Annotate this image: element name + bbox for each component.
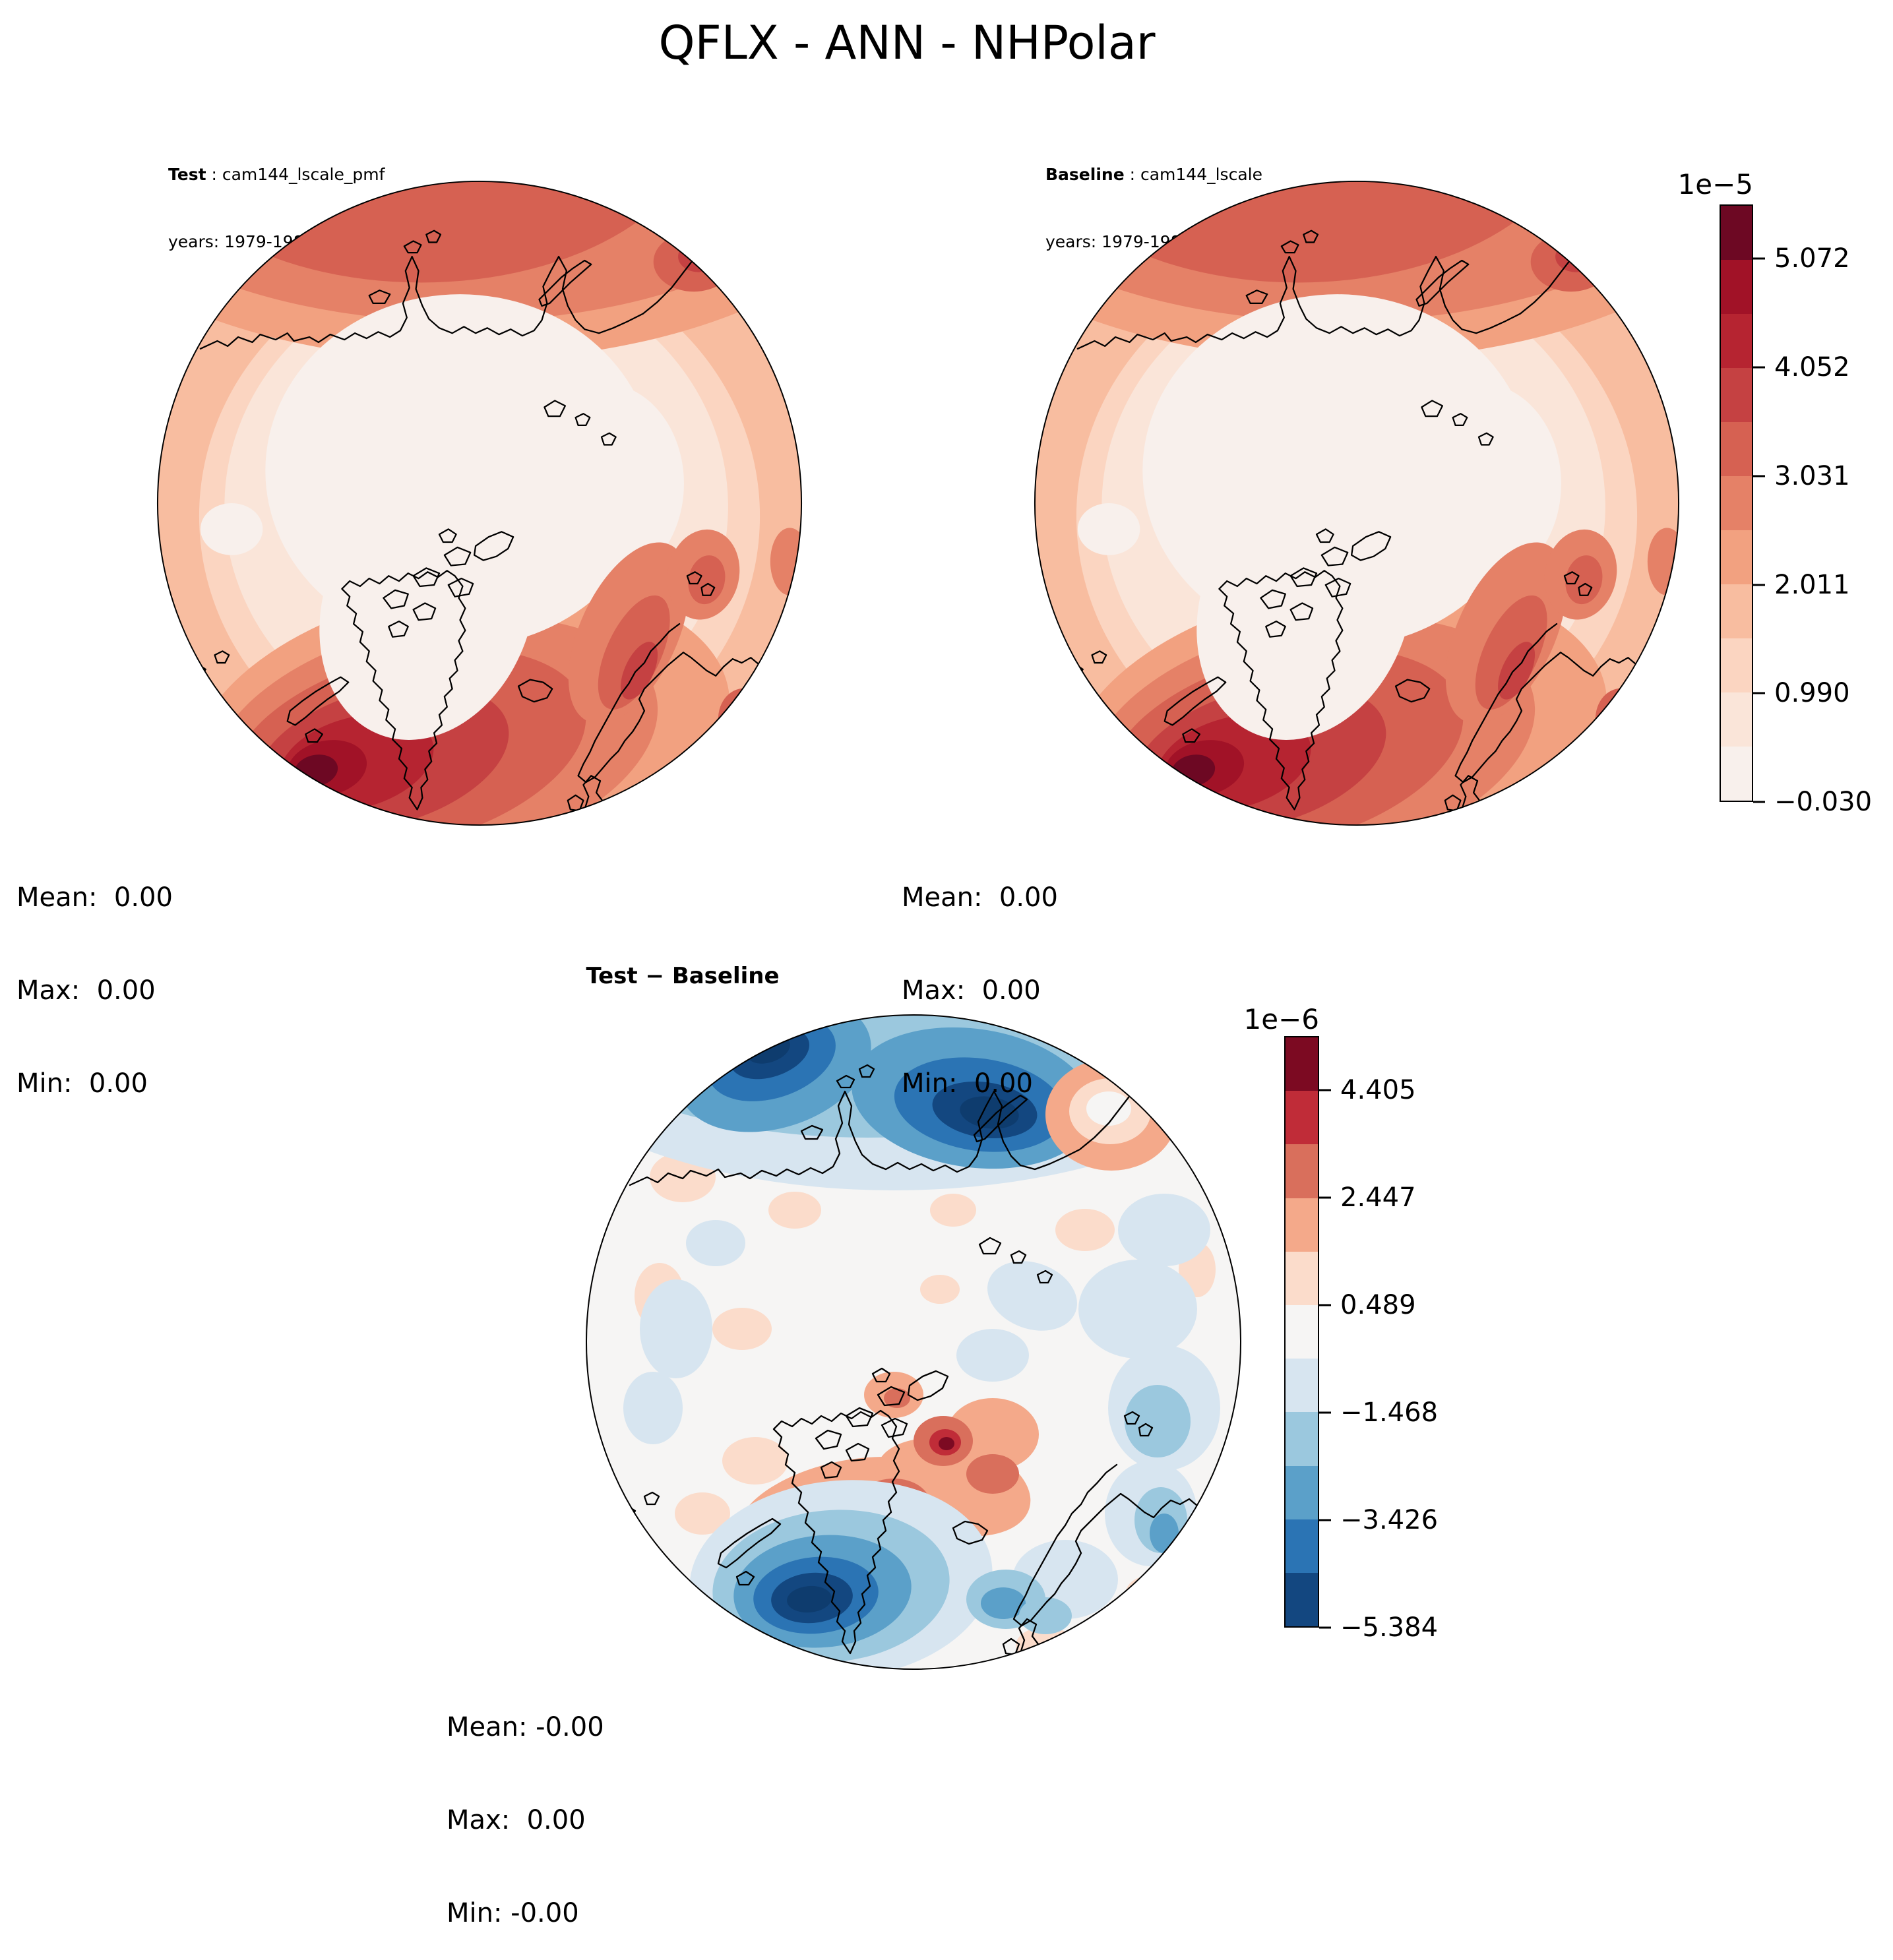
panel-label-test: Test : cam144_lscale_pmf years: 1979-198… — [168, 119, 385, 276]
panel-label-baseline-name: Baseline — [1045, 165, 1125, 184]
map-test — [155, 179, 804, 828]
colorbar-tick-mark — [1319, 1519, 1331, 1521]
colorbar-diff-bar — [1284, 1036, 1319, 1628]
colorbar-tick-label: −1.468 — [1340, 1397, 1439, 1428]
colorbar-segment — [1286, 1091, 1318, 1145]
colorbar-tick-mark — [1753, 692, 1765, 694]
colorbar-segment — [1721, 530, 1752, 584]
colorbar-tick-label: 2.011 — [1774, 569, 1850, 600]
colorbar-segment — [1721, 747, 1752, 801]
stats-baseline-max: Max: 0.00 — [902, 975, 1041, 1006]
stats-diff-mean: Mean: -0.00 — [447, 1712, 604, 1742]
stats-test-min: Min: 0.00 — [16, 1068, 148, 1099]
colorbar-main-scale-label: 1e−5 — [1677, 168, 1753, 200]
colorbar-tick-mark — [1319, 1626, 1331, 1629]
panel-label-test-name: Test — [168, 165, 206, 184]
colorbar-segment — [1286, 1251, 1318, 1305]
colorbar-main: 1e−5 5.072 4.052 3.031 2.011 0.990 −0.030 — [1678, 170, 1873, 816]
colorbar-segment — [1286, 1412, 1318, 1466]
panel-label-test-line1: Test : cam144_lscale_pmf — [168, 164, 385, 186]
colorbar-tick-mark — [1753, 257, 1765, 260]
stats-diff-min: Min: -0.00 — [447, 1898, 579, 1928]
panel-label-baseline-sim: : cam144_lscale — [1124, 165, 1262, 184]
colorbar-tick-mark — [1753, 801, 1765, 803]
colorbar-main-bar — [1720, 204, 1753, 802]
panel-label-test-sim: : cam144_lscale_pmf — [206, 165, 385, 184]
colorbar-segment — [1286, 1304, 1318, 1359]
colorbar-segment — [1286, 1465, 1318, 1519]
colorbar-tick-mark — [1319, 1411, 1331, 1414]
colorbar-tick-mark — [1753, 475, 1765, 477]
colorbar-main-ticks: 5.072 4.052 3.031 2.011 0.990 −0.030 — [1753, 204, 1893, 815]
colorbar-segment — [1286, 1037, 1318, 1091]
colorbar-segment — [1721, 206, 1752, 260]
stats-diff-max: Max: 0.00 — [447, 1805, 586, 1835]
colorbar-tick-mark — [1753, 584, 1765, 586]
colorbar-segment — [1286, 1572, 1318, 1627]
colorbar-segment — [1286, 1359, 1318, 1413]
colorbar-segment — [1721, 260, 1752, 314]
colorbar-tick-label: 0.990 — [1774, 678, 1850, 709]
stats-baseline-mean: Mean: 0.00 — [902, 882, 1058, 913]
colorbar-tick-mark — [1753, 366, 1765, 369]
stats-diff: Mean: -0.00 Max: 0.00 Min: -0.00 — [447, 1650, 604, 1960]
colorbar-diff-ticks: 4.405 2.447 0.489 −1.468 −3.426 −5.384 — [1319, 1036, 1517, 1641]
colorbar-diff-segments — [1286, 1037, 1318, 1627]
colorbar-tick-label: 4.405 — [1340, 1074, 1416, 1105]
colorbar-segment — [1721, 584, 1752, 638]
colorbar-main-segments — [1721, 206, 1752, 801]
colorbar-diff: 1e−6 4.405 2.447 0.489 −1.468 −3.426 −5.384 — [1244, 1005, 1439, 1641]
colorbar-segment — [1721, 638, 1752, 692]
colorbar-tick-label: 2.447 — [1340, 1182, 1416, 1213]
colorbar-tick-label: 0.489 — [1340, 1289, 1416, 1320]
colorbar-segment — [1721, 368, 1752, 422]
colorbar-tick-label: −5.384 — [1340, 1612, 1439, 1643]
colorbar-tick-label: 5.072 — [1774, 243, 1850, 274]
stats-test-max: Max: 0.00 — [16, 975, 156, 1006]
map-baseline — [1032, 179, 1681, 828]
colorbar-tick-label: 4.052 — [1774, 352, 1850, 383]
colorbar-segment — [1286, 1198, 1318, 1252]
diff-panel-title: Test − Baseline — [586, 963, 780, 989]
figure-title: QFLX - ANN - NHPolar — [658, 16, 1156, 70]
colorbar-tick-label: 3.031 — [1774, 460, 1850, 491]
stats-baseline-min: Min: 0.00 — [902, 1068, 1033, 1099]
colorbar-segment — [1286, 1519, 1318, 1573]
colorbar-tick-mark — [1319, 1196, 1331, 1199]
colorbar-tick-label: −3.426 — [1340, 1504, 1439, 1535]
stats-baseline: Mean: 0.00 Max: 0.00 Min: 0.00 — [902, 820, 1058, 1130]
colorbar-segment — [1286, 1144, 1318, 1198]
colorbar-tick-label: −0.030 — [1774, 787, 1873, 817]
colorbar-segment — [1721, 314, 1752, 368]
colorbar-segment — [1721, 476, 1752, 530]
stats-test: Mean: 0.00 Max: 0.00 Min: 0.00 — [16, 820, 173, 1130]
colorbar-segment — [1721, 692, 1752, 747]
colorbar-tick-mark — [1319, 1089, 1331, 1091]
colorbar-diff-scale-label: 1e−6 — [1243, 1003, 1319, 1035]
colorbar-segment — [1721, 422, 1752, 476]
stats-test-mean: Mean: 0.00 — [16, 882, 173, 913]
panel-label-baseline-line1: Baseline : cam144_lscale — [1045, 164, 1262, 186]
colorbar-tick-mark — [1319, 1304, 1331, 1306]
